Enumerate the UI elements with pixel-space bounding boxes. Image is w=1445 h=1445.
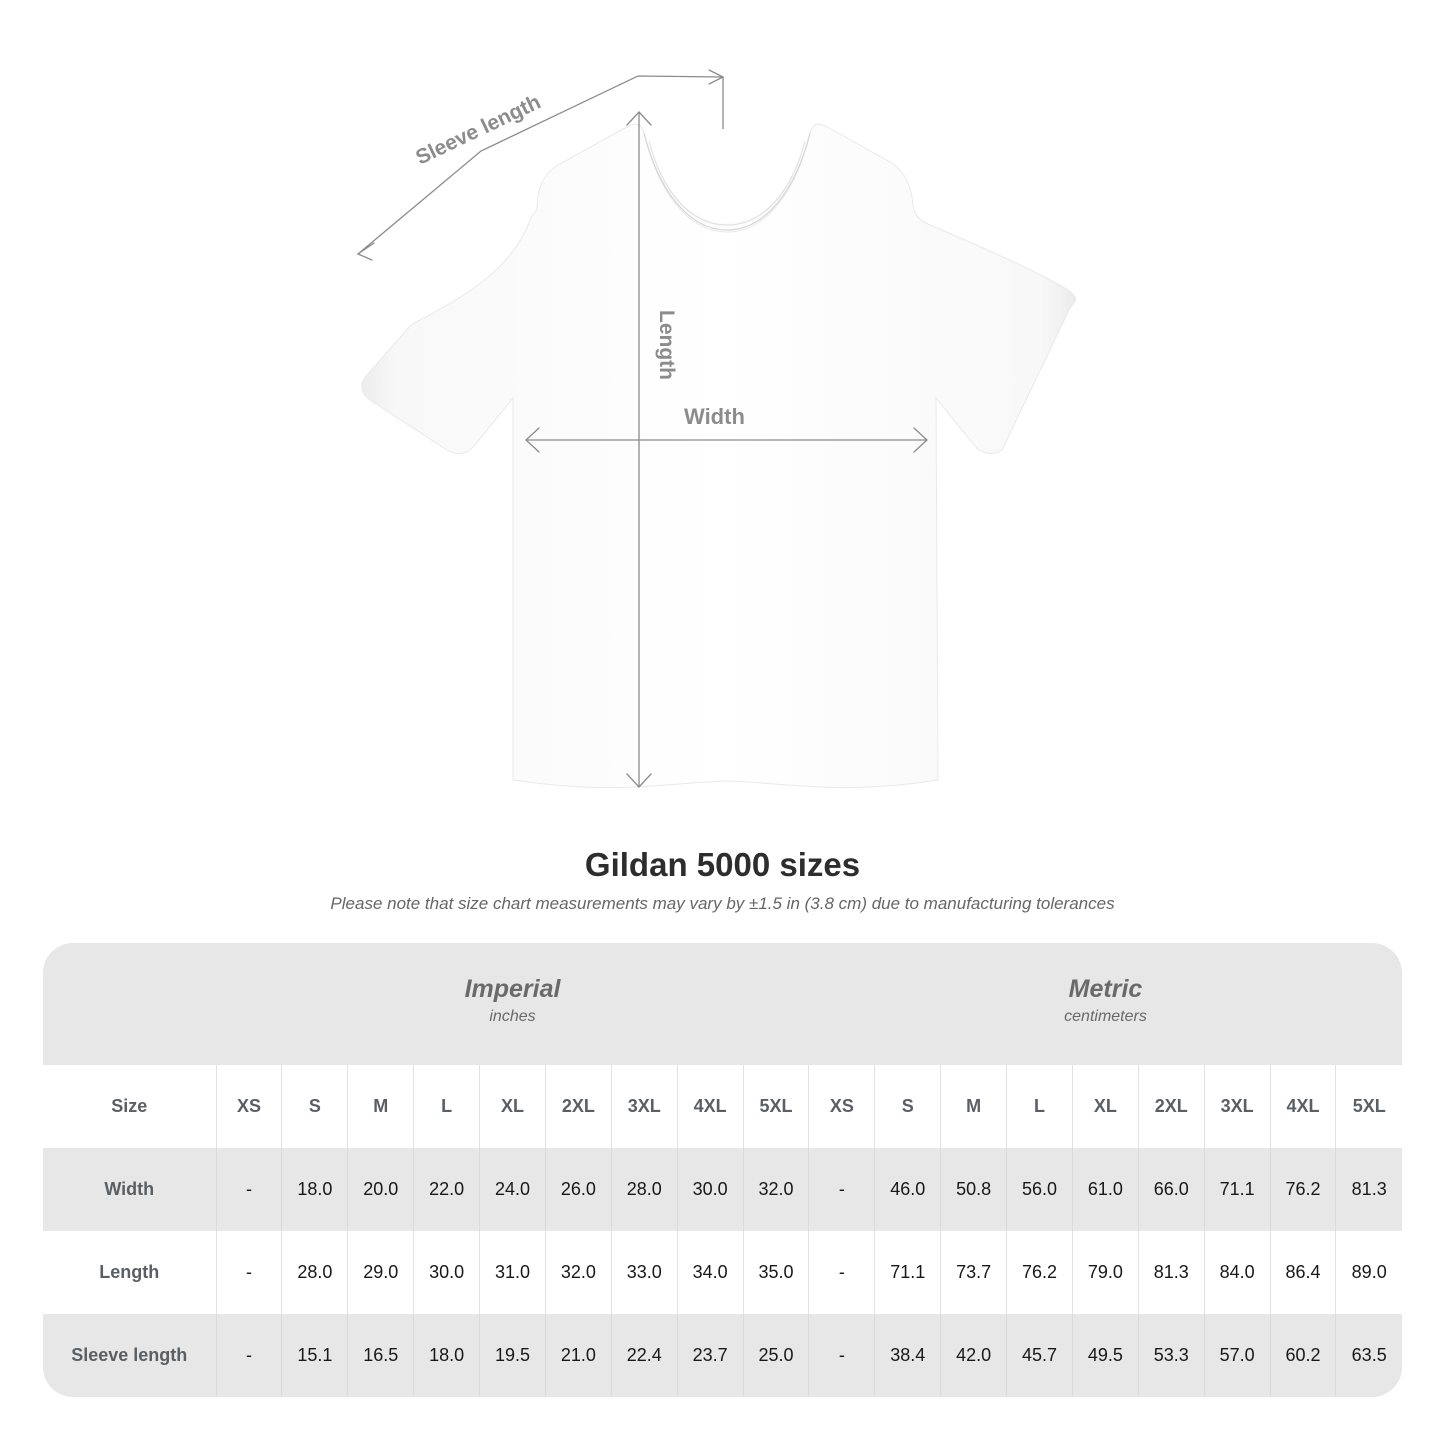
svg-text:Width: Width — [684, 404, 745, 429]
svg-text:Length: Length — [655, 310, 678, 380]
